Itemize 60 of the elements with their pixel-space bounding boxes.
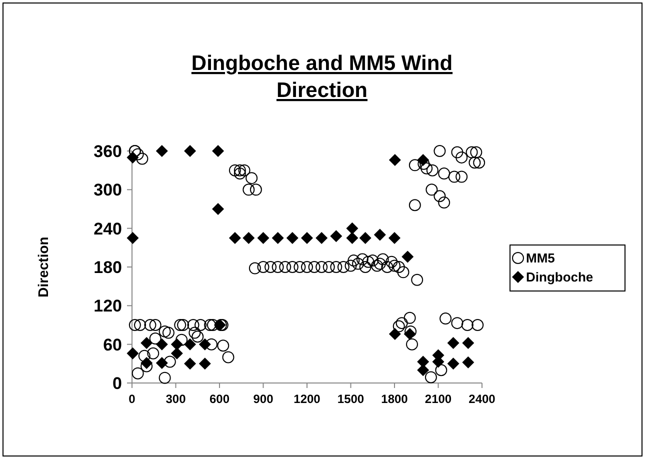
point bbox=[374, 228, 386, 241]
point bbox=[212, 203, 224, 215]
point bbox=[417, 364, 430, 376]
point bbox=[156, 357, 168, 370]
x-tick-label: 600 bbox=[209, 392, 230, 406]
x-tick-label: 300 bbox=[166, 392, 186, 406]
point bbox=[402, 250, 414, 263]
point bbox=[184, 145, 196, 157]
y-tick-label: 300 bbox=[94, 180, 122, 200]
x-tick-label: 900 bbox=[253, 392, 274, 406]
point bbox=[346, 232, 358, 244]
x-tick-label: 1800 bbox=[381, 392, 408, 406]
x-tick-label: 1500 bbox=[337, 392, 364, 406]
point bbox=[126, 347, 139, 360]
point bbox=[140, 357, 153, 370]
point bbox=[242, 232, 255, 244]
point bbox=[140, 337, 153, 350]
point bbox=[346, 222, 358, 234]
point bbox=[184, 338, 196, 350]
y-tick-label: 360 bbox=[94, 142, 122, 161]
point bbox=[198, 358, 211, 370]
point bbox=[198, 338, 211, 350]
y-tick-label: 120 bbox=[94, 296, 122, 316]
x-tick-label: 2100 bbox=[424, 392, 452, 406]
y-tick-label: 0 bbox=[112, 374, 122, 393]
y-axis-title: Direction bbox=[35, 236, 51, 298]
chart-title: Dingboche and MM5 Wind Direction bbox=[191, 52, 453, 102]
point bbox=[417, 154, 430, 166]
point bbox=[126, 151, 139, 164]
point bbox=[447, 358, 460, 370]
x-tick-label: 1200 bbox=[294, 392, 321, 406]
point bbox=[170, 338, 183, 350]
point bbox=[359, 232, 372, 244]
point bbox=[228, 232, 241, 244]
point bbox=[330, 230, 342, 242]
point bbox=[447, 337, 460, 350]
y-tick-label: 60 bbox=[103, 335, 122, 354]
point bbox=[316, 232, 328, 244]
point bbox=[126, 232, 139, 244]
point bbox=[388, 232, 400, 244]
point bbox=[212, 145, 224, 157]
x-tick-label: 0 bbox=[128, 392, 136, 406]
point bbox=[184, 358, 196, 370]
legend-label: Dingboche bbox=[526, 270, 594, 285]
y-tick-label: 240 bbox=[94, 219, 122, 238]
point bbox=[156, 338, 168, 350]
point bbox=[257, 232, 270, 244]
point bbox=[272, 232, 284, 244]
point bbox=[462, 337, 474, 350]
y-tick-label: 180 bbox=[94, 258, 122, 277]
point bbox=[462, 356, 474, 368]
point bbox=[286, 232, 298, 244]
point bbox=[404, 328, 416, 340]
point bbox=[388, 328, 401, 340]
point bbox=[301, 232, 313, 244]
point bbox=[170, 347, 183, 360]
x-tick-label: 2400 bbox=[468, 392, 496, 406]
point bbox=[388, 154, 401, 166]
point bbox=[156, 145, 168, 157]
legend-label: MM5 bbox=[526, 250, 555, 266]
